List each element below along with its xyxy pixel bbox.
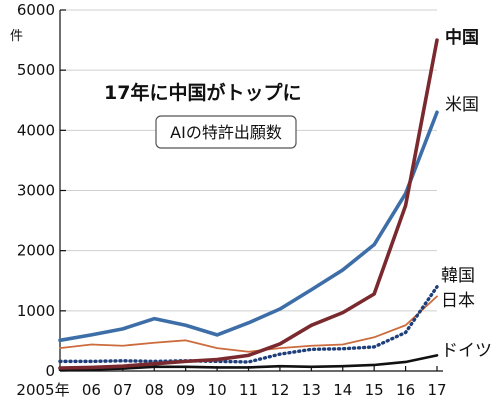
- y-tick-label: 1000: [17, 302, 55, 320]
- x-tick-label: 09: [176, 381, 195, 399]
- series-label-2: 韓国: [441, 266, 475, 286]
- series-label-0: 中国: [445, 27, 479, 48]
- y-tick-label: 6000: [17, 1, 55, 19]
- series-label-4: ドイツ: [441, 341, 492, 361]
- x-axis-ticks: 2005年 06 07 08 09 10 11 12 13 14 15 16 17: [16, 366, 447, 399]
- x-tick-label: 17: [427, 381, 446, 399]
- y-tick-label: 4000: [17, 121, 55, 139]
- series-lines: [58, 38, 439, 372]
- x-tick-label: 13: [302, 381, 321, 399]
- y-axis-unit-label: 件: [10, 29, 23, 44]
- y-tick-label: 3000: [17, 182, 55, 200]
- y-tick-label: 0: [45, 362, 55, 380]
- series-line-4: [58, 354, 439, 372]
- x-tick-label: 15: [365, 381, 384, 399]
- subtitle-box: AIの特許出願数: [155, 115, 297, 149]
- series-label-1: 米国: [445, 95, 479, 115]
- chart-title: 17年に中国がトップに: [104, 81, 301, 104]
- series-label-3: 日本: [441, 291, 475, 311]
- x-tick-label: 14: [333, 381, 352, 399]
- chart-subtitle: AIの特許出願数: [170, 123, 282, 142]
- x-tick-label: 12: [270, 381, 289, 399]
- grid-lines: [60, 9, 437, 312]
- x-tick-label: 07: [113, 381, 132, 399]
- y-axis-ticks: 0 1000 2000 3000 4000 5000 6000: [17, 1, 66, 380]
- series-line-1: [58, 110, 439, 343]
- series-line-3: [59, 295, 438, 353]
- series-line-0: [58, 38, 439, 370]
- x-tick-label: 06: [82, 381, 101, 399]
- x-tick-label: 08: [145, 381, 164, 399]
- y-tick-label: 2000: [17, 242, 55, 260]
- series-line-2: [58, 285, 439, 364]
- x-tick-label: 11: [239, 381, 258, 399]
- x-tick-label: 16: [396, 381, 415, 399]
- x-tick-label: 2005年: [16, 381, 69, 399]
- y-tick-label: 5000: [17, 61, 55, 79]
- x-tick-label: 10: [208, 381, 227, 399]
